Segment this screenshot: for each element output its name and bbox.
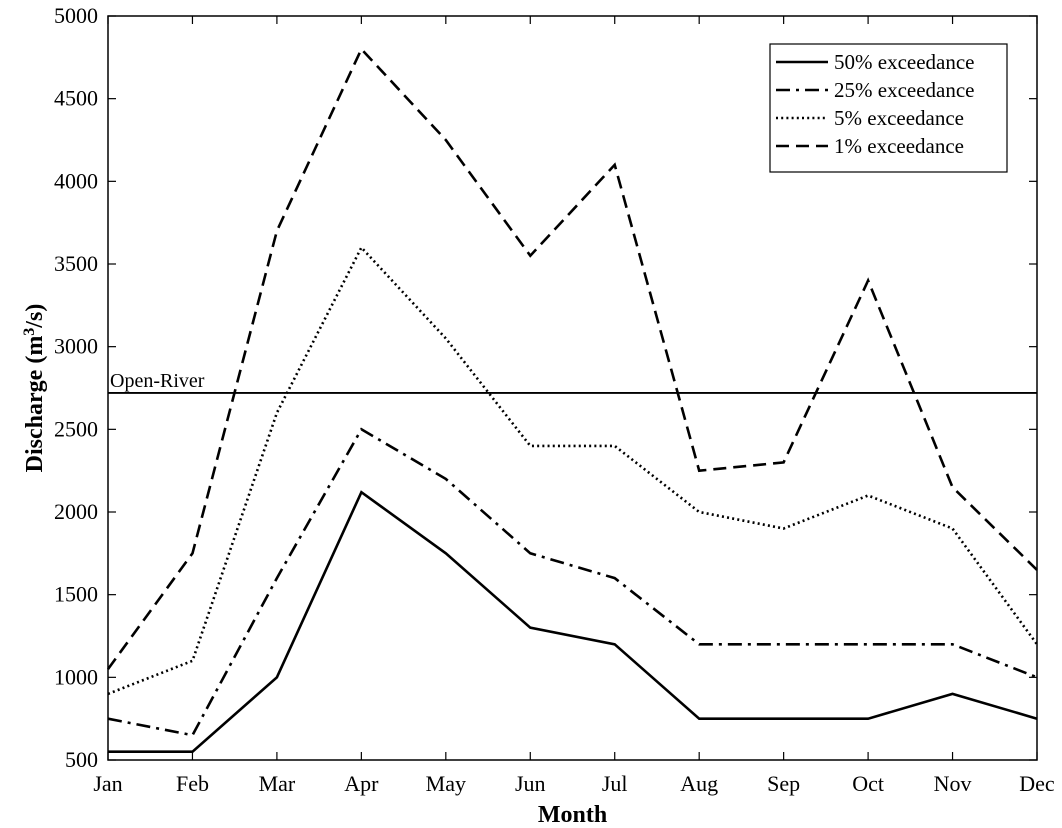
x-tick-label: Jun: [515, 771, 546, 796]
plot-frame: [107, 15, 1038, 761]
y-axis-title: Discharge (m3/s): [21, 304, 49, 473]
y-tick-label: 2500: [54, 416, 98, 441]
series-line: [107, 245, 1039, 696]
x-tick-label: May: [426, 771, 466, 796]
legend: 50% exceedance 25% exceedance 5% exceedanc…: [769, 43, 1008, 173]
y-tick-label: 3500: [54, 251, 98, 276]
x-tick-label: Jan: [93, 771, 122, 796]
x-tick-label: Mar: [259, 771, 296, 796]
reference-line-group: Open-River: [108, 370, 1037, 394]
x-tick-label: Nov: [934, 771, 972, 796]
y-tick-label: 4000: [54, 168, 98, 193]
x-tick-label: Feb: [176, 771, 209, 796]
series-lines: [106, 46, 1039, 754]
x-tick-label: Apr: [344, 771, 379, 796]
y-tick-label: 5000: [54, 3, 98, 28]
legend-label: 25% exceedance: [834, 78, 975, 102]
series-line: [106, 46, 1038, 670]
open-river-label: Open-River: [110, 370, 205, 392]
y-tick-label: 3000: [54, 334, 98, 359]
legend-label: 50% exceedance: [834, 50, 975, 74]
axis-ticks: Jan Feb Mar Apr May Jun Jul Aug Sep Oct Nov Dec 500 1…: [54, 3, 1055, 796]
y-tick-label: 2000: [54, 499, 98, 524]
x-tick-label: Oct: [852, 771, 884, 796]
x-tick-label: Sep: [767, 771, 800, 796]
legend-label: 1% exceedance: [834, 134, 964, 158]
legend-label: 5% exceedance: [834, 106, 964, 130]
series-line: [108, 490, 1038, 754]
y-tick-label: 500: [65, 747, 98, 772]
x-tick-label: Jul: [602, 771, 628, 796]
legend-box: [769, 43, 1008, 173]
x-axis-title: Month: [538, 802, 607, 828]
series-line: [107, 427, 1038, 737]
x-tick-label: Dec: [1019, 771, 1055, 796]
y-tick-label: 1000: [54, 664, 98, 689]
x-tick-label: Aug: [680, 771, 718, 796]
y-tick-label: 1500: [54, 582, 98, 607]
y-tick-label: 4500: [54, 86, 98, 111]
